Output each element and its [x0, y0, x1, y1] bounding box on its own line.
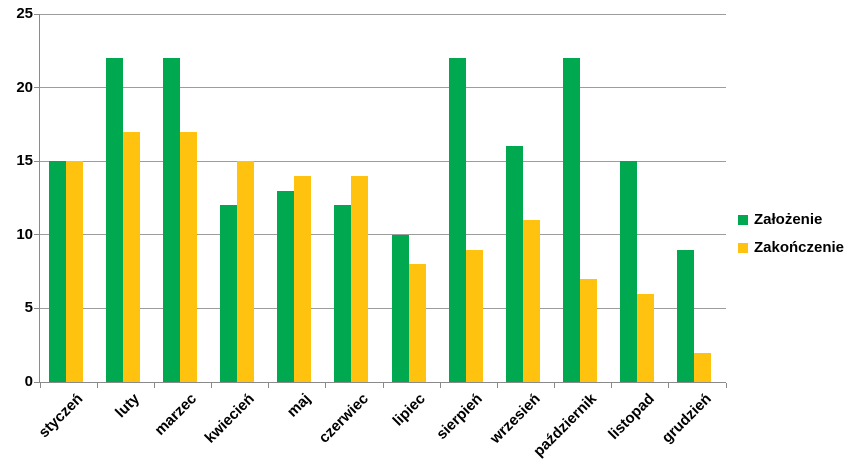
legend-swatch-icon: [738, 214, 748, 225]
x-tick-label: styczeń: [34, 390, 86, 442]
bar-Założenie-sierpień: [448, 58, 466, 382]
x-tick-label: sierpień: [433, 390, 487, 443]
legend-label: Założenie: [754, 211, 823, 228]
y-axis-tick: [34, 307, 40, 309]
bar-Zakończenie-lipiec: [408, 264, 426, 382]
bar-Założenie-styczeń: [48, 161, 66, 382]
x-tick-label: grudzień: [658, 390, 715, 447]
x-tick-label: czerwiec: [315, 390, 372, 447]
gridline-15: [40, 160, 726, 162]
bar-Zakończenie-wrzesień: [522, 220, 540, 382]
bar-Zakończenie-październik: [580, 278, 598, 382]
legend: Założenie Zakończenie: [738, 211, 844, 267]
y-axis-tick: [34, 87, 40, 89]
gridline-25: [40, 13, 726, 15]
x-tick-label: marzec: [151, 390, 201, 439]
gridline-20: [40, 87, 726, 89]
x-axis-line: [39, 382, 726, 383]
y-tick-label: 5: [24, 299, 33, 317]
gridline-5: [40, 307, 726, 309]
bar-Zakończenie-grudzień: [694, 352, 712, 382]
x-tick-label: kwiecień: [201, 390, 258, 447]
x-axis-tick: [153, 383, 155, 388]
x-axis-tick: [211, 383, 212, 388]
x-axis-tick: [611, 383, 613, 388]
x-tick-label: luty: [112, 390, 144, 422]
y-tick-label: 15: [16, 152, 33, 170]
x-axis-tick: [325, 383, 327, 388]
y-tick-label: 10: [16, 225, 33, 243]
gridline-10: [40, 234, 726, 236]
bar-Założenie-luty: [105, 58, 123, 382]
y-tick-label: 0: [24, 373, 33, 390]
bar-Zakończenie-luty: [122, 131, 140, 382]
bar-Założenie-wrzesień: [505, 146, 523, 382]
bar-Zakończenie-listopad: [637, 293, 655, 382]
bar-Założenie-grudzień: [677, 249, 695, 382]
y-axis-line: [39, 14, 40, 382]
legend-item: Zakończenie: [738, 239, 844, 256]
bar-Założenie-listopad: [620, 161, 638, 382]
bar-Założenie-kwiecień: [220, 205, 238, 382]
x-axis-tick: [382, 383, 384, 388]
bar-Zakończenie-sierpień: [465, 249, 483, 382]
legend-swatch-icon: [738, 242, 748, 253]
x-axis-tick: [668, 383, 670, 388]
bar-Zakończenie-maj: [294, 175, 312, 382]
x-tick-label: maj: [284, 390, 315, 421]
bar-Założenie-lipiec: [391, 234, 409, 382]
x-axis-tick: [439, 383, 441, 388]
x-axis-tick: [554, 383, 555, 388]
bar-Zakończenie-marzec: [179, 131, 197, 382]
y-axis-tick: [34, 234, 40, 236]
x-axis-tick: [39, 383, 41, 388]
x-axis-tick: [496, 383, 498, 388]
bar-Zakończenie-styczeń: [65, 161, 83, 382]
bar-Zakończenie-czerwiec: [351, 175, 369, 382]
x-axis-tick: [96, 383, 98, 388]
bar-Założenie-marzec: [162, 58, 180, 382]
bar-Zakończenie-kwiecień: [237, 161, 255, 382]
bar-Założenie-maj: [277, 190, 295, 382]
y-axis-tick: [34, 381, 40, 383]
legend-label: Zakończenie: [754, 239, 845, 256]
legend-item: Założenie: [738, 211, 844, 228]
x-axis-tick: [268, 383, 270, 388]
y-axis-tick: [34, 13, 40, 15]
bar-Założenie-czerwiec: [334, 205, 352, 382]
y-tick-label: 20: [16, 78, 33, 96]
x-tick-label: lipiec: [389, 390, 429, 430]
bar-Założenie-październik: [563, 58, 581, 382]
x-axis-tick: [725, 383, 727, 388]
x-tick-label: listopad: [604, 390, 658, 443]
x-tick-label: wrzesień: [486, 390, 544, 448]
y-axis-tick: [34, 160, 40, 162]
y-tick-label: 25: [16, 5, 33, 22]
